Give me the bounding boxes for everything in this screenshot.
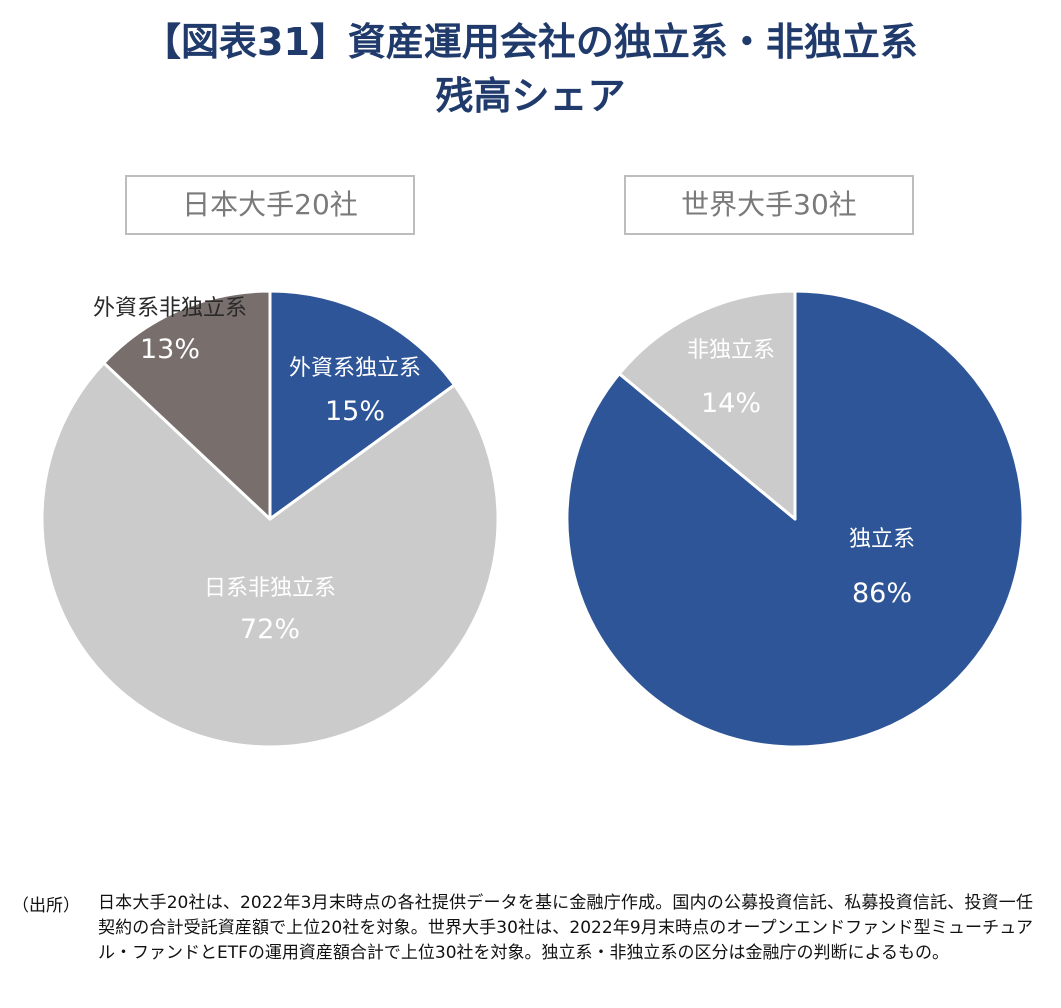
pie1-slice-1 [268,289,456,521]
chart-title-line2: 残高シェア [435,74,626,118]
pie-charts: 外資系独立系 15% 日系非独立系 72% 外資系非独立系 13% 独立系 86% 非独立系 14… [40,289,1025,749]
pie1-slice-1-label: 外資系独立系 [289,356,421,381]
pie2-slice-2-label: 非独立系 [687,338,775,363]
pie2-slice-1-value: 86% [852,578,912,609]
pie1-slice-2-label: 日系非独立系 [204,576,336,601]
pie-title-japan: 日本大手20社 [125,175,415,235]
pie2-slice-2 [617,289,797,521]
pie1-slice-2 [40,361,500,749]
source-label: （出所） [12,896,80,916]
pie1-slice-1-value: 15% [325,396,385,427]
pie2-slice-1-label: 独立系 [849,527,915,552]
pie-title-global: 世界大手30社 [624,175,914,235]
chart-title-line1: 【図表31】資産運用会社の独立系・非独立系 [143,20,918,64]
pie1-slice-3-value: 13% [140,334,200,365]
pie1-slice-2-value: 72% [240,614,300,645]
source-text: 日本大手20社は、2022年3月末時点の各社提供データを基に金融庁作成。国内の公… [98,893,1033,963]
pie2-slice-2-value: 14% [701,388,761,419]
pie1-slice-3 [102,289,272,521]
pie1-slice-3-label: 外資系非独立系 [93,296,247,321]
